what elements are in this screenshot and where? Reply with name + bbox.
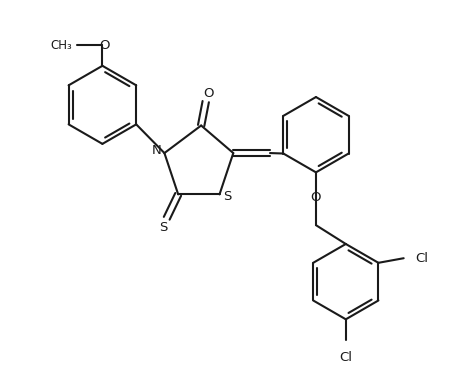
Text: Cl: Cl bbox=[339, 351, 353, 364]
Text: O: O bbox=[99, 39, 110, 52]
Text: O: O bbox=[203, 87, 213, 100]
Text: O: O bbox=[311, 191, 321, 204]
Text: S: S bbox=[224, 190, 232, 203]
Text: S: S bbox=[159, 221, 167, 234]
Text: N: N bbox=[151, 144, 161, 157]
Text: CH₃: CH₃ bbox=[50, 39, 72, 52]
Text: Cl: Cl bbox=[415, 252, 428, 265]
